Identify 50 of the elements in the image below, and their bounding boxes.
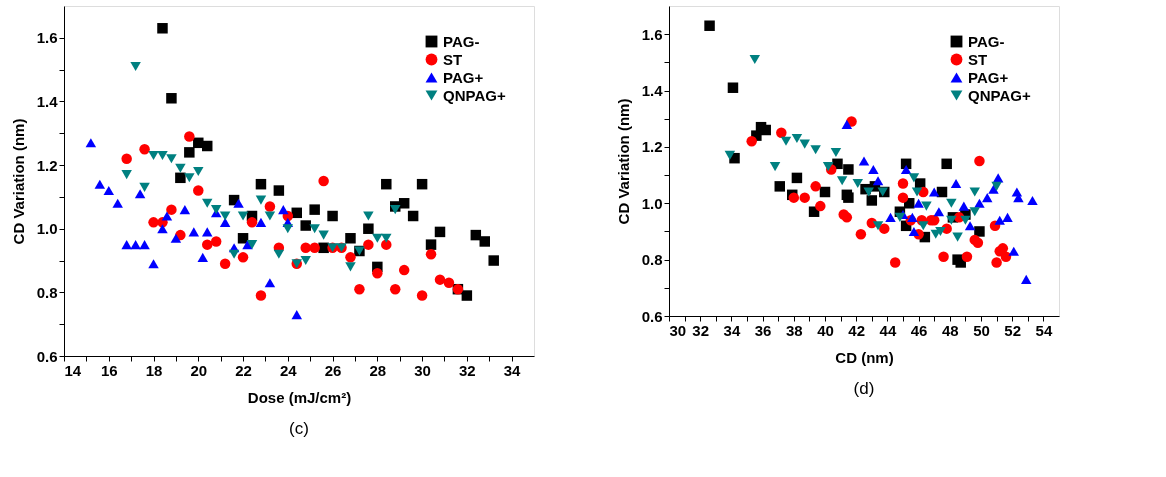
x-tick-label: 40 xyxy=(817,321,834,339)
x-tick-label: 30 xyxy=(414,361,431,379)
y-tick-label: 1.0 xyxy=(641,194,663,212)
y-tick-label: 1.2 xyxy=(641,138,663,156)
legend-label: ST xyxy=(968,50,988,68)
y-tick-label: 1.0 xyxy=(36,220,58,238)
y-tick-label: 0.6 xyxy=(36,347,58,365)
text: (c) xyxy=(289,419,309,438)
x-tick-label: 18 xyxy=(145,361,163,379)
y-tick-label: 0.8 xyxy=(641,251,663,269)
legend-label: QNPAG+ xyxy=(443,86,506,104)
x-tick-label: 16 xyxy=(100,361,118,379)
x-tick-label: 48 xyxy=(941,321,959,339)
legend-label: ST xyxy=(443,50,463,68)
y-axis-title: CD Variation (nm) xyxy=(614,98,632,225)
y-tick-label: 0.6 xyxy=(641,307,663,325)
x-axis-title: Dose (mJ/cm²) xyxy=(247,388,352,406)
x-axis-title: CD (nm) xyxy=(835,348,894,366)
x-tick-label: 32 xyxy=(692,321,710,339)
x-tick-label: 36 xyxy=(754,321,772,339)
x-tick-label: 26 xyxy=(324,361,342,379)
legend-label: PAG+ xyxy=(968,68,1009,86)
x-tick-label: 44 xyxy=(879,321,897,339)
legend-label: PAG- xyxy=(443,32,480,50)
x-tick-label: 32 xyxy=(459,361,476,379)
x-tick-label: 30 xyxy=(669,321,687,339)
x-tick-label: 24 xyxy=(279,361,298,379)
x-tick-label: 38 xyxy=(785,321,803,339)
x-tick-label: 54 xyxy=(1035,321,1053,339)
x-tick-label: 22 xyxy=(235,361,252,379)
legend-label: QNPAG+ xyxy=(968,86,1031,104)
x-tick-label: 20 xyxy=(190,361,208,379)
x-tick-label: 34 xyxy=(723,321,741,339)
y-axis-title: CD Variation (nm) xyxy=(9,118,27,245)
y-tick-label: 1.4 xyxy=(641,82,664,100)
y-tick-label: 1.2 xyxy=(36,156,58,174)
x-tick-label: 46 xyxy=(910,321,928,339)
x-tick-label: 50 xyxy=(973,321,990,339)
legend-label: PAG- xyxy=(968,32,1005,50)
y-tick-label: 1.6 xyxy=(641,25,663,43)
y-tick-label: 0.8 xyxy=(36,283,58,301)
legend-label: PAG+ xyxy=(443,68,484,86)
x-tick-label: 42 xyxy=(848,321,866,339)
x-tick-label: 34 xyxy=(503,361,522,379)
x-tick-label: 52 xyxy=(1004,321,1022,339)
x-tick-label: 14 xyxy=(64,361,82,379)
y-tick-label: 1.6 xyxy=(36,29,58,47)
y-tick-label: 1.4 xyxy=(36,92,59,110)
text: (d) xyxy=(853,379,875,398)
x-tick-label: 28 xyxy=(369,361,387,379)
